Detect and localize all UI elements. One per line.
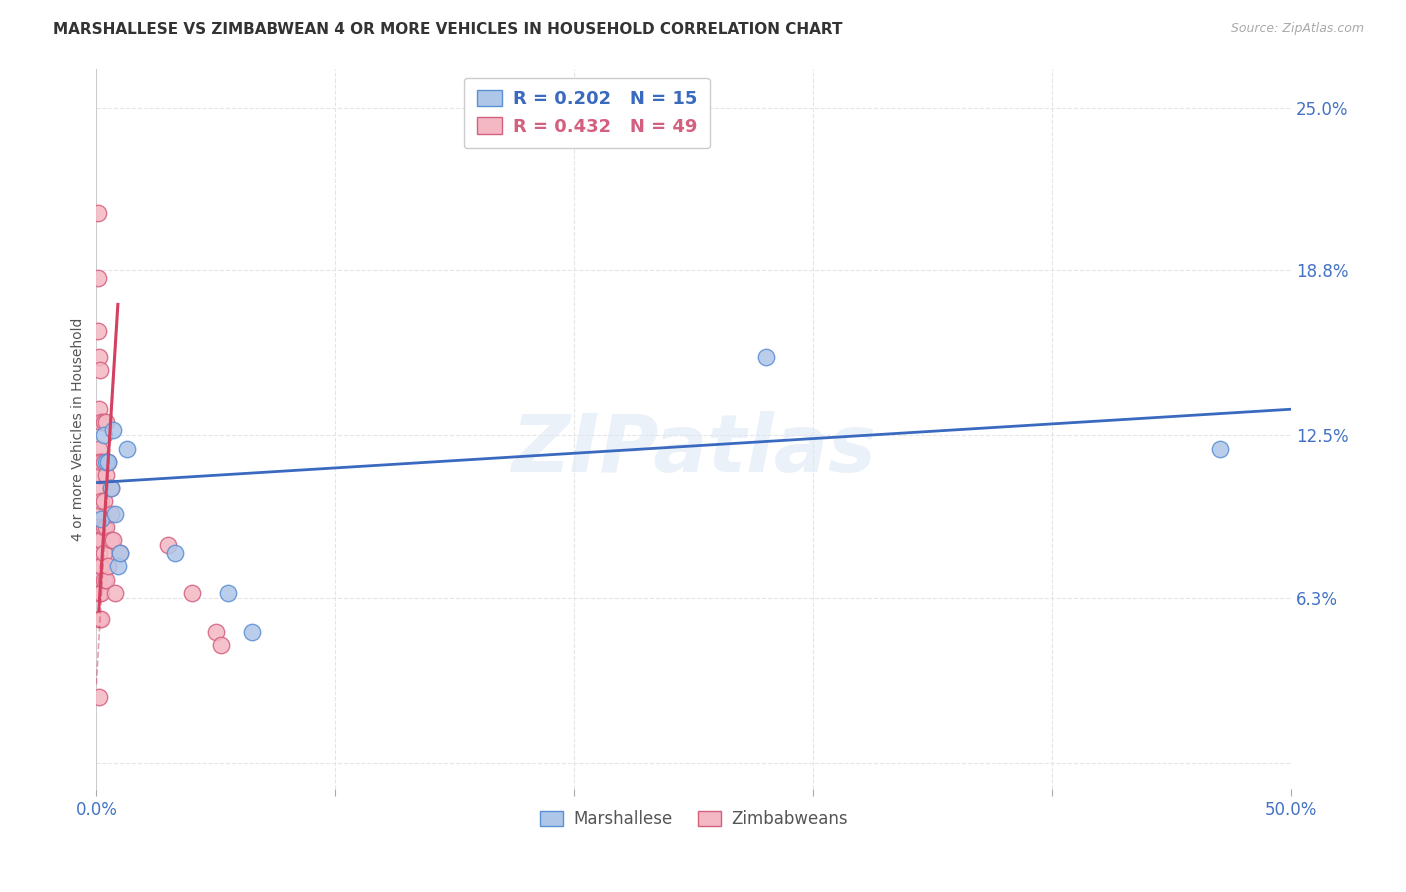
Point — [181, 585, 204, 599]
Point — [93, 415, 115, 429]
Text: ZIPatlas: ZIPatlas — [512, 411, 876, 490]
Y-axis label: 4 or more Vehicles in Household: 4 or more Vehicles in Household — [72, 318, 86, 541]
Point — [93, 428, 115, 442]
Point — [104, 507, 127, 521]
Point — [93, 573, 115, 587]
Text: MARSHALLESE VS ZIMBABWEAN 4 OR MORE VEHICLES IN HOUSEHOLD CORRELATION CHART: MARSHALLESE VS ZIMBABWEAN 4 OR MORE VEHI… — [53, 22, 844, 37]
Point — [104, 585, 127, 599]
Point — [87, 442, 110, 456]
Point — [94, 573, 117, 587]
Point — [90, 585, 112, 599]
Point — [94, 520, 117, 534]
Point — [217, 585, 239, 599]
Text: Source: ZipAtlas.com: Source: ZipAtlas.com — [1230, 22, 1364, 36]
Point — [87, 533, 110, 548]
Point — [87, 350, 110, 364]
Point — [754, 350, 776, 364]
Point — [101, 423, 124, 437]
Point — [94, 455, 117, 469]
Point — [209, 638, 232, 652]
Point — [94, 415, 117, 429]
Point — [90, 415, 112, 429]
Point — [87, 507, 110, 521]
Point — [97, 455, 120, 469]
Point — [93, 546, 115, 560]
Point — [90, 612, 112, 626]
Point — [89, 363, 111, 377]
Point — [87, 402, 110, 417]
Point — [205, 624, 228, 639]
Point — [240, 624, 263, 639]
Point — [87, 271, 110, 285]
Legend: Marshallese, Zimbabweans: Marshallese, Zimbabweans — [533, 804, 855, 835]
Point — [93, 455, 115, 469]
Point — [87, 520, 110, 534]
Point — [97, 559, 120, 574]
Point — [100, 481, 122, 495]
Point — [90, 494, 112, 508]
Point — [87, 612, 110, 626]
Point — [107, 559, 129, 574]
Point — [110, 546, 132, 560]
Point — [87, 324, 110, 338]
Point — [90, 533, 112, 548]
Point — [101, 533, 124, 548]
Point — [93, 494, 115, 508]
Point — [1208, 442, 1230, 456]
Point — [94, 467, 117, 482]
Point — [157, 539, 180, 553]
Point — [100, 533, 122, 548]
Point — [100, 507, 122, 521]
Point — [87, 481, 110, 495]
Point — [87, 205, 110, 219]
Point — [100, 481, 122, 495]
Point — [90, 512, 112, 526]
Point — [110, 546, 132, 560]
Point — [97, 455, 120, 469]
Point — [87, 559, 110, 574]
Point — [87, 585, 110, 599]
Point — [87, 455, 110, 469]
Point — [93, 520, 115, 534]
Point — [90, 455, 112, 469]
Point — [117, 442, 139, 456]
Point — [89, 467, 111, 482]
Point — [87, 573, 110, 587]
Point — [165, 546, 187, 560]
Point — [87, 546, 110, 560]
Point — [89, 533, 111, 548]
Point — [87, 690, 110, 705]
Point — [90, 559, 112, 574]
